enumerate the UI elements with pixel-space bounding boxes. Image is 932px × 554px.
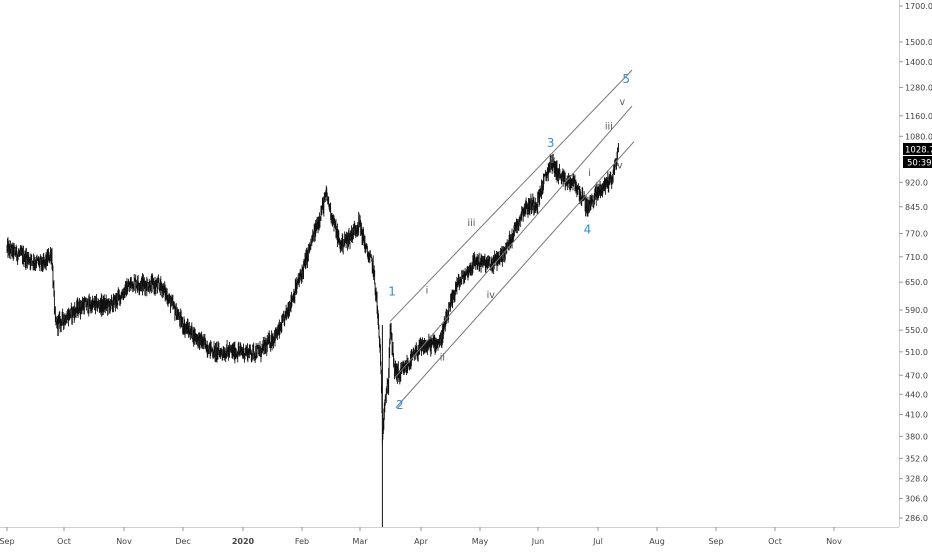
current-price-tag: 1028.7 50:39 [903, 143, 932, 169]
time-tick-label: Sep [0, 537, 15, 546]
price-tick-label: 770.0 [905, 230, 928, 239]
time-tick-label: Sep [708, 537, 723, 546]
wave-label-major: 5 [622, 72, 630, 86]
price-tick-label: 286.0 [905, 514, 928, 523]
time-tick-label: May [472, 537, 489, 546]
price-tick-label: 1500.0 [905, 38, 932, 47]
price-tick-label: 1400.0 [905, 58, 932, 67]
time-tick-label: Oct [768, 537, 782, 546]
price-axis[interactable]: 1700.0 1500.0 1400.0 1280.0 1160.0 1080.0 920.… [899, 2, 932, 523]
price-tick-label: 710.0 [905, 253, 928, 262]
price-tick-label: 410.0 [905, 411, 928, 420]
wave-label-major: 3 [547, 136, 555, 150]
price-tick-label: 1700.0 [905, 2, 932, 11]
time-tick-label: Dec [175, 537, 190, 546]
wave-label-minor: v [550, 155, 556, 166]
time-tick-label: Mar [352, 537, 368, 546]
wave-label-minor: v [620, 97, 626, 108]
price-tick-label: 352.0 [905, 454, 928, 463]
channel-line-upper[interactable] [389, 69, 633, 322]
channel-line-middle[interactable] [395, 105, 633, 377]
wave-label-minor: i [426, 285, 429, 296]
time-tick-label: Nov [826, 537, 842, 546]
time-tick-label: Oct [57, 537, 71, 546]
price-tick-label: 440.0 [905, 390, 928, 399]
wave-label-minor: ii [440, 352, 445, 363]
current-price-label: 1028.7 [905, 146, 932, 156]
price-tick-label: 1160.0 [905, 112, 932, 121]
price-tick-label: 470.0 [905, 371, 928, 380]
wave-label-minor: iii [605, 122, 613, 133]
wave-label-major: 4 [584, 223, 592, 237]
price-tick-label: 1280.0 [905, 84, 932, 93]
time-tick-label: Jul [592, 537, 603, 546]
price-tick-label: 380.0 [905, 432, 928, 441]
price-tick-label: 1080.0 [905, 132, 932, 141]
time-tick-label: Apr [414, 537, 429, 546]
wave-label-minor: ii [593, 198, 598, 209]
time-tick-label: Jun [531, 537, 545, 546]
wave-label-major: 2 [396, 398, 404, 412]
time-tick-label: Aug [649, 537, 665, 546]
time-axis[interactable]: Sep Oct Nov Dec 2020 Feb Mar Apr May Jun Jul Aug Sep… [0, 527, 842, 546]
price-tick-label: 328.0 [905, 475, 928, 484]
price-tick-label: 590.0 [905, 306, 928, 315]
price-tick-label: 510.0 [905, 348, 928, 357]
time-tick-label: Feb [295, 537, 309, 546]
wave-label-minor: iv [614, 161, 623, 172]
time-tick-label: 2020 [232, 537, 255, 546]
channel-line-lower[interactable] [395, 141, 635, 408]
wave-label-minor: iv [487, 290, 496, 301]
wave-label-minor: iii [467, 218, 475, 229]
current-price-badge [903, 143, 932, 155]
trend-channel [389, 69, 635, 408]
wave-label-minor: i [588, 168, 591, 179]
price-tick-label: 845.0 [905, 203, 928, 212]
price-series [6, 142, 619, 527]
price-tick-label: 650.0 [905, 278, 928, 287]
countdown-label: 50:39 [907, 159, 932, 169]
wave-label-major: 1 [388, 285, 396, 299]
countdown-badge [903, 156, 932, 168]
time-tick-label: Nov [116, 537, 132, 546]
price-tick-label: 306.0 [905, 495, 928, 504]
price-tick-label: 920.0 [905, 178, 928, 187]
price-tick-label: 550.0 [905, 326, 928, 335]
